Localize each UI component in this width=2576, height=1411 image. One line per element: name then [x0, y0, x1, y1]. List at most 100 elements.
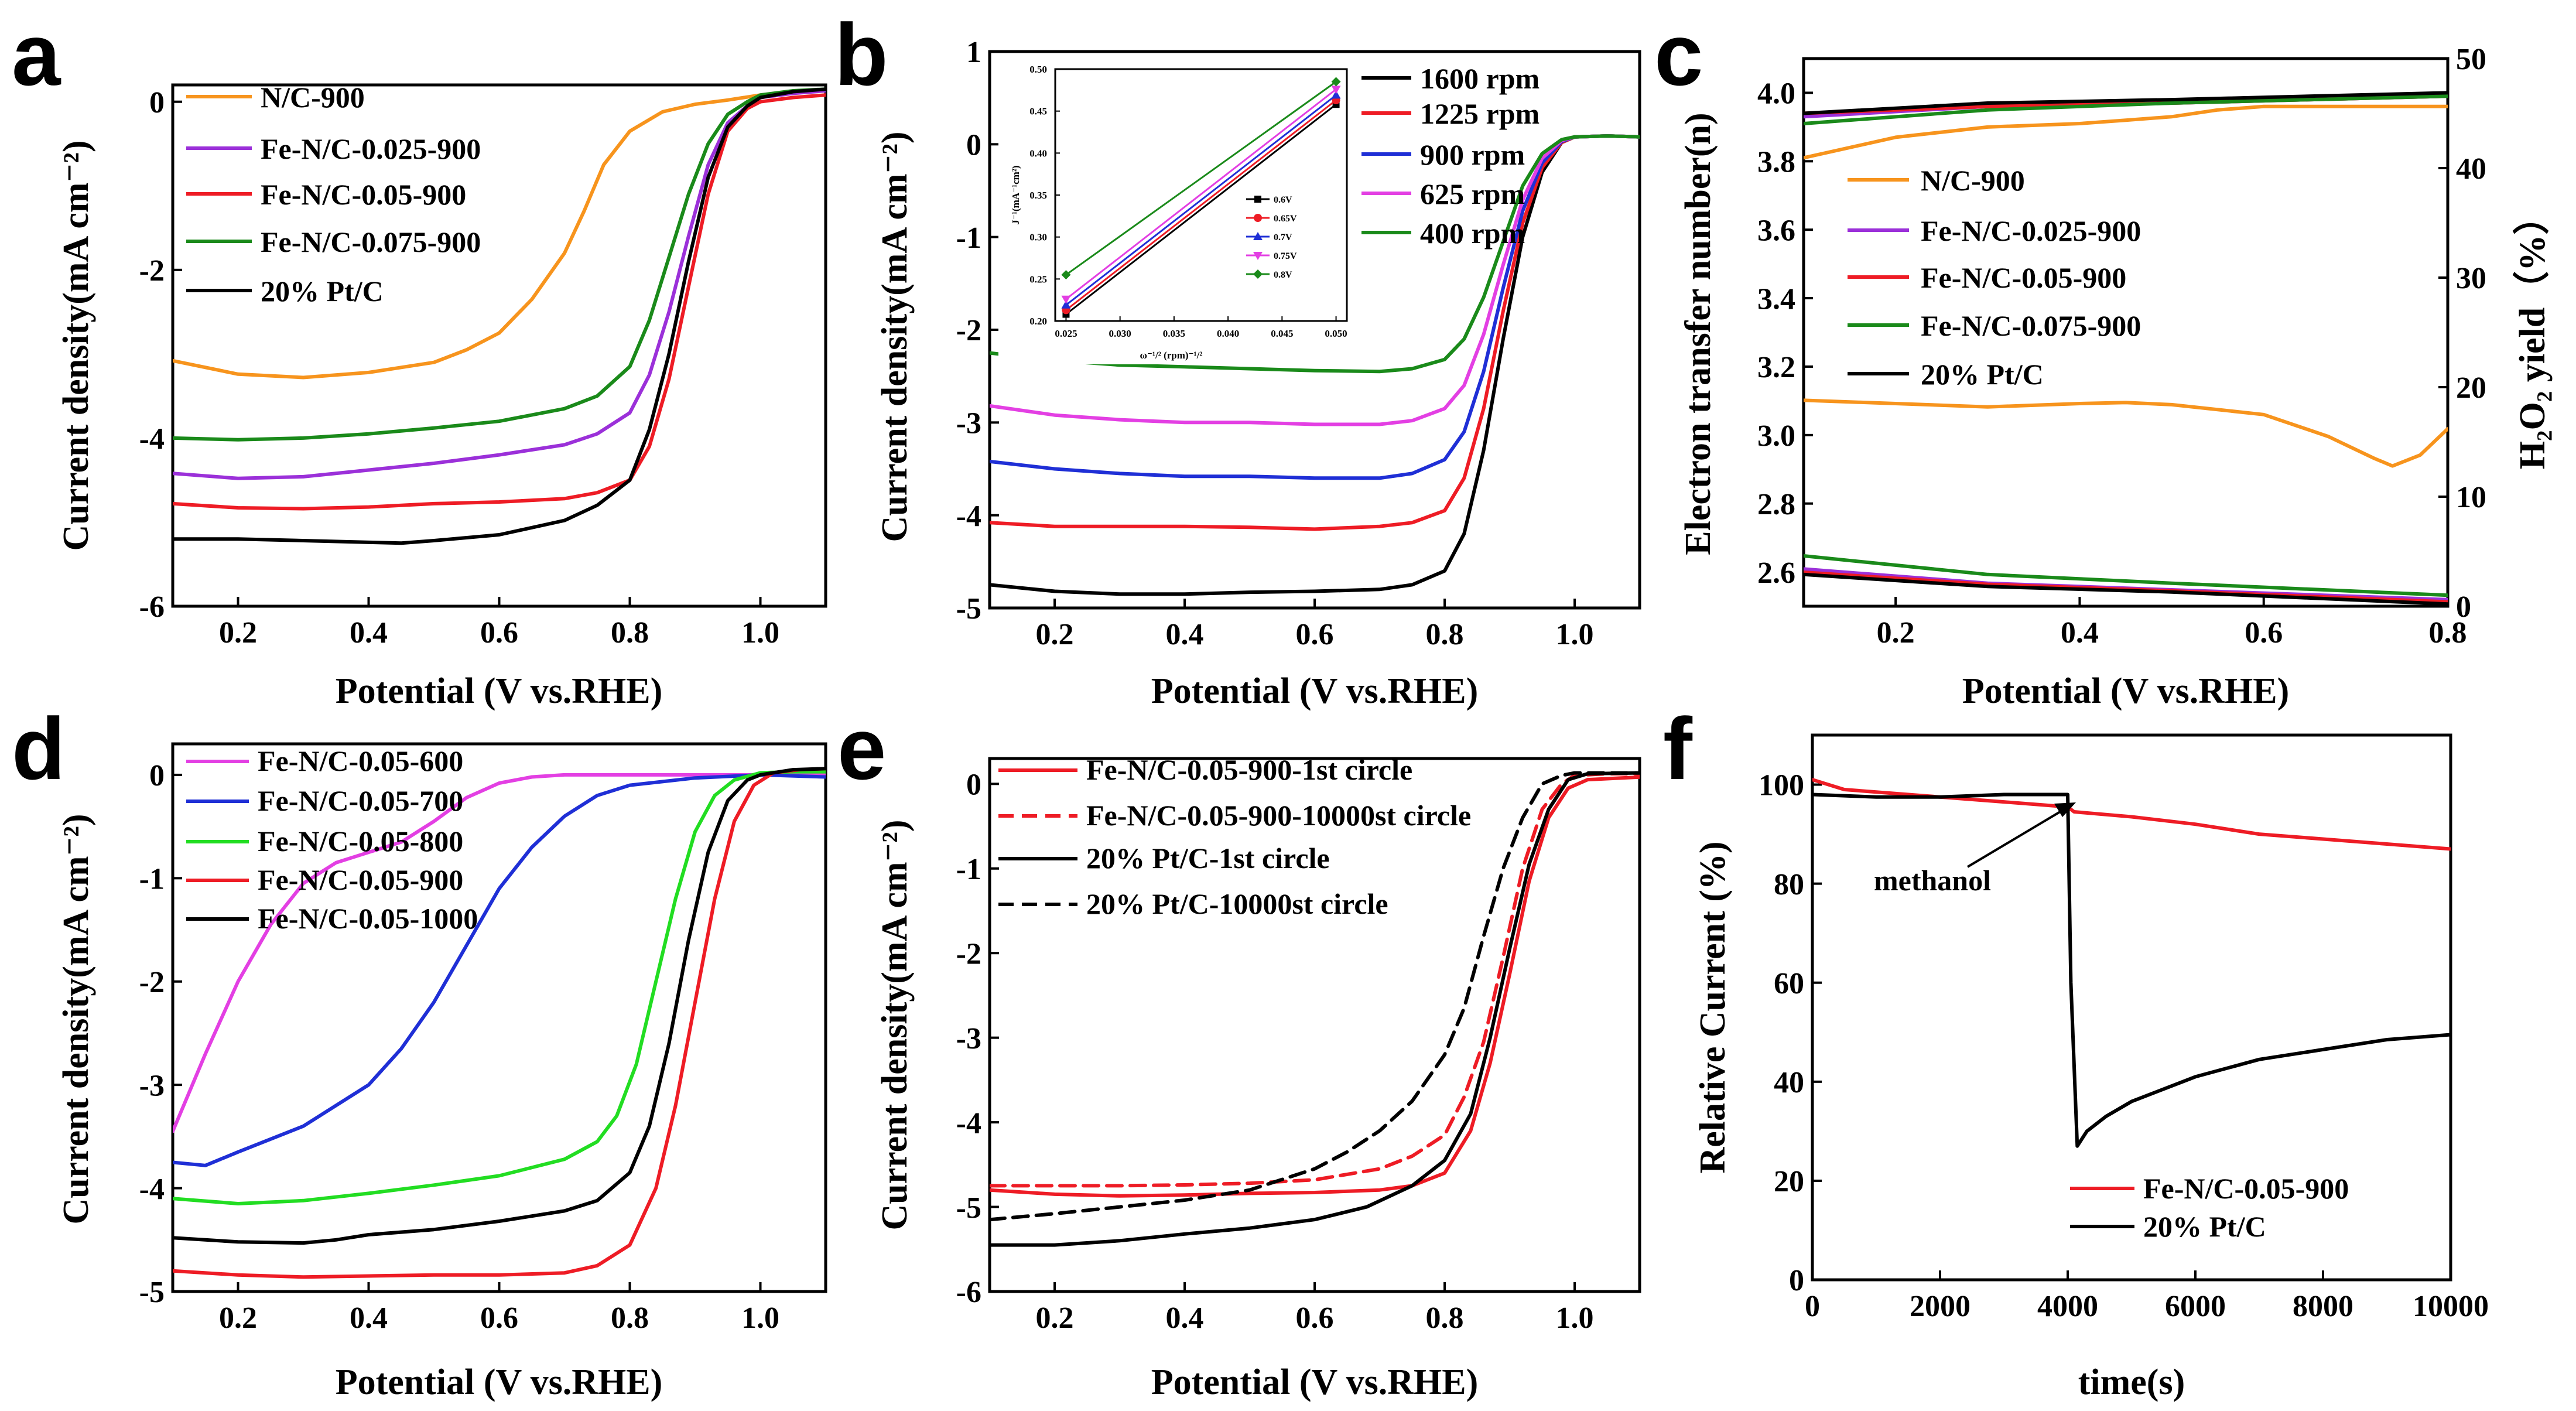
x-tick-label-d-1: 0.4	[350, 1301, 388, 1335]
series-line-a-3	[173, 87, 826, 442]
inset-legend-b: 0.6V 0.65V 0.7V 0.75V 0.8V	[1246, 195, 1297, 280]
series-line-c-3-left	[1804, 94, 2448, 125]
panel-letter-f: f	[1663, 699, 1693, 798]
x-tick-label-d-4: 1.0	[741, 1301, 779, 1335]
axes-frame-c	[1802, 57, 2450, 608]
inset-legend-label-b-0: 0.6V	[1274, 195, 1292, 205]
x-axis-label-e: Potential (V vs.RHE)	[1151, 1362, 1479, 1402]
y-tick-label-c-4: 3.4	[1757, 282, 1795, 316]
y-tick-label-b-inset-6: 0.50	[1029, 64, 1047, 75]
y2-tick-label-c-3: 30	[2456, 262, 2486, 295]
x-tick-label-b-4: 1.0	[1556, 618, 1594, 651]
x-tick-label-f-3: 6000	[2165, 1290, 2226, 1323]
x-tick-label-b-1: 0.4	[1166, 618, 1204, 651]
series-line-e-3	[990, 771, 1640, 1222]
y-axis-label-a: Current density(mA cm⁻²)	[56, 140, 96, 551]
series-marker-b-inset-4-1	[1331, 77, 1341, 87]
x-tick-label-b-inset-1: 0.030	[1109, 328, 1131, 339]
legend-label-d-3: Fe-N/C-0.05-900	[258, 863, 463, 896]
plot-area-e: 0.2 0.4 0.6 0.8 1.0 -6 -5 -4 -3 -2 -1 0	[956, 757, 1641, 1335]
y-tick-label-f-2: 40	[1774, 1066, 1804, 1099]
legend-c: N/C-900 Fe-N/C-0.025-900 Fe-N/C-0.05-900…	[1848, 164, 2141, 391]
x-tick-label-e-4: 1.0	[1556, 1301, 1594, 1335]
x-tick-label-e-0: 0.2	[1036, 1301, 1074, 1335]
legend-label-d-1: Fe-N/C-0.05-700	[258, 784, 463, 817]
y-tick-label-b-6: 1	[966, 36, 981, 69]
inset-y-axis-label-b: J⁻¹(mA⁻¹cm²)	[1010, 165, 1021, 224]
legend-label-f-0: Fe-N/C-0.05-900	[2143, 1172, 2349, 1205]
legend-label-a-4: 20% Pt/C	[261, 275, 384, 308]
x-tick-label-d-2: 0.6	[480, 1301, 518, 1335]
series-marker-b-inset-4-0	[1061, 270, 1071, 280]
series-line-c-5-right	[1804, 398, 2448, 468]
x-axis-label-c: Potential (V vs.RHE)	[1962, 671, 2290, 711]
y-tick-label-b-inset-1: 0.25	[1029, 274, 1047, 285]
plot-area-a: 0.2 0.4 0.6 0.8 1.0 -6 -4 -2 0	[139, 83, 827, 650]
legend-a: N/C-900 Fe-N/C-0.025-900 Fe-N/C-0.05-900…	[186, 81, 481, 308]
y-tick-label-c-7: 4.0	[1757, 77, 1795, 111]
legend-label-e-1: Fe-N/C-0.05-900-10000st circle	[1086, 799, 1471, 832]
x-tick-label-a-3: 0.8	[611, 616, 649, 650]
y-tick-label-e-3: -3	[956, 1022, 981, 1055]
y-tick-label-f-0: 0	[1789, 1264, 1804, 1297]
x-tick-label-a-4: 1.0	[741, 616, 779, 650]
y-tick-label-d-2: -3	[139, 1069, 165, 1102]
legend-label-d-0: Fe-N/C-0.05-600	[258, 744, 463, 777]
legend-label-b-2: 900 rpm	[1420, 138, 1525, 171]
y-tick-label-a-2: -2	[139, 254, 165, 288]
legend-label-a-1: Fe-N/C-0.025-900	[261, 132, 481, 165]
series-line-c-6-right	[1804, 567, 2448, 602]
legend-label-d-4: Fe-N/C-0.05-1000	[258, 902, 478, 935]
y-tick-label-f-1: 20	[1774, 1165, 1804, 1198]
panel-letter-b: b	[834, 5, 888, 104]
series-line-e-2	[990, 771, 1640, 1247]
inset-legend-marker-b-0	[1254, 196, 1261, 203]
x-tick-label-e-3: 0.8	[1426, 1301, 1464, 1335]
panel-a: a 0.2 0.4 0.6 0.8 1.0 -6 -4 -2 0 Potential (V vs…	[12, 5, 827, 711]
legend-label-f-1: 20% Pt/C	[2143, 1210, 2266, 1243]
inset-legend-marker-b-3	[1253, 252, 1263, 260]
y-axis-label-f: Relative Current (%)	[1693, 841, 1733, 1173]
y-tick-label-c-2: 3.0	[1757, 419, 1795, 453]
x-axis-label-f: time(s)	[2078, 1362, 2185, 1402]
x-tick-label-b-inset-4: 0.045	[1271, 328, 1293, 339]
y-tick-label-d-0: -5	[139, 1276, 165, 1309]
inset-legend-label-b-2: 0.7V	[1274, 233, 1292, 242]
x-tick-label-b-2: 0.6	[1296, 618, 1334, 651]
panel-letter-c: c	[1654, 5, 1703, 104]
legend-label-c-1: Fe-N/C-0.025-900	[1921, 214, 2141, 247]
y2-tick-label-c-0: 0	[2456, 590, 2471, 624]
legend-label-e-2: 20% Pt/C-1st circle	[1086, 842, 1330, 874]
series-line-d-0	[173, 773, 826, 1133]
series-line-c-8-right	[1804, 554, 2448, 597]
legend-label-e-3: 20% Pt/C-10000st circle	[1086, 887, 1388, 920]
series-line-c-9-right	[1804, 572, 2448, 606]
series-line-a-4	[173, 87, 826, 545]
series-line-d-3	[173, 767, 826, 1279]
y-tick-label-c-3: 3.2	[1757, 351, 1795, 384]
x-tick-label-b-3: 0.8	[1426, 618, 1464, 651]
annotation-methanol-label: methanol	[1874, 864, 1991, 897]
y-tick-label-f-5: 100	[1759, 769, 1804, 802]
plot-area-b: 0.2 0.4 0.6 0.8 1.0 -5 -4 -3 -2 -1 0 1	[956, 36, 1641, 651]
legend-label-e-0: Fe-N/C-0.05-900-1st circle	[1086, 753, 1412, 786]
x-axis-label-a: Potential (V vs.RHE)	[336, 671, 663, 711]
y-tick-label-d-4: -1	[139, 863, 165, 896]
inset-legend-marker-b-1	[1254, 214, 1262, 222]
x-tick-label-a-1: 0.4	[350, 616, 388, 650]
inset-b: 0.025 0.030 0.035 0.040 0.045 0.050 0.20 0.25 0.…	[998, 60, 1356, 364]
y-axis-label-c: Electron transfer number(n)	[1678, 112, 1718, 555]
inset-legend-label-b-3: 0.75V	[1274, 251, 1297, 261]
x-axis-label-b: Potential (V vs.RHE)	[1151, 671, 1479, 711]
y-tick-label-d-5: 0	[149, 759, 165, 792]
legend-label-b-1: 1225 rpm	[1420, 97, 1540, 130]
y-tick-label-e-0: -6	[956, 1276, 981, 1309]
y-axis-label-d: Current density(mA cm⁻²)	[56, 814, 96, 1224]
legend-label-c-3: Fe-N/C-0.075-900	[1921, 309, 2141, 342]
legend-label-a-2: Fe-N/C-0.05-900	[261, 178, 466, 211]
x-tick-label-b-inset-3: 0.040	[1217, 328, 1239, 339]
series-line-a-2	[173, 93, 826, 511]
y-tick-label-e-6: 0	[966, 768, 981, 802]
series-line-d-2	[173, 770, 826, 1205]
legend-f: Fe-N/C-0.05-900 20% Pt/C	[2070, 1172, 2349, 1243]
